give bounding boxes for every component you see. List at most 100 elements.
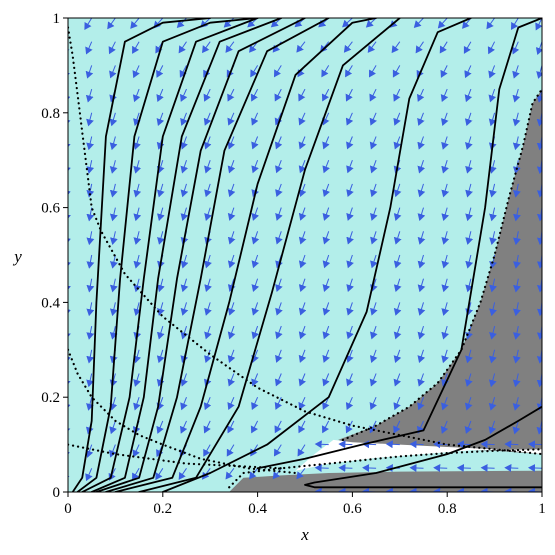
field-arrow: [204, 278, 212, 293]
field-arrow: [504, 440, 519, 449]
field-arrow: [133, 278, 142, 293]
field-arrow: [342, 18, 353, 28]
field-arrow: [256, 491, 258, 492]
x-tick-label: 0.4: [248, 501, 267, 517]
field-arrow: [109, 183, 118, 198]
field-arrow: [180, 254, 189, 269]
field-arrow: [512, 136, 521, 151]
field-arrow: [204, 207, 212, 221]
field-arrow: [297, 444, 306, 457]
field-arrow: [338, 463, 353, 472]
field-arrow: [86, 325, 95, 340]
field-arrow: [322, 302, 331, 316]
field-arrow: [298, 254, 307, 269]
field-arrow: [227, 325, 236, 340]
field-arrow: [393, 278, 402, 293]
field-arrow: [107, 18, 116, 30]
field-arrow: [393, 231, 402, 245]
field-arrow: [512, 420, 521, 435]
field-arrow: [227, 349, 236, 363]
y-tick-label: 0.4: [41, 295, 60, 311]
field-arrow: [203, 112, 212, 126]
y-tick-label: 1: [53, 11, 61, 27]
field-arrow: [156, 325, 165, 340]
field-arrow: [464, 420, 473, 434]
field-arrow: [133, 160, 142, 174]
field-arrow: [298, 207, 307, 221]
field-arrow: [489, 231, 497, 245]
field-arrow: [68, 468, 70, 482]
field-arrow: [512, 112, 521, 127]
field-arrow: [251, 112, 259, 126]
x-axis-ticks: 0 0.2 0.4 0.6 0.8 1: [64, 492, 546, 517]
field-arrow: [346, 302, 354, 316]
field-arrow: [108, 41, 116, 55]
field-arrow: [512, 183, 521, 198]
field-arrow: [393, 207, 402, 221]
field-arrow: [369, 349, 378, 363]
trajectory-0: [71, 18, 212, 492]
field-arrow: [180, 397, 188, 411]
field-arrow: [322, 136, 330, 150]
field-arrow: [84, 18, 93, 30]
trajectory-3: [90, 18, 283, 492]
field-arrow: [462, 18, 472, 29]
field-arrow: [367, 41, 377, 53]
field-arrow: [133, 231, 142, 245]
field-arrow: [322, 183, 331, 198]
field-arrow: [178, 41, 187, 54]
field-arrow: [180, 183, 189, 198]
field-arrow: [250, 420, 259, 434]
field-arrow: [321, 420, 330, 434]
field-arrow: [274, 136, 283, 150]
field-arrow: [393, 88, 401, 102]
field-arrow: [109, 444, 117, 458]
field-arrow: [86, 373, 95, 388]
field-arrow: [465, 136, 473, 150]
field-arrow: [251, 254, 260, 269]
trajectory-curves: [68, 18, 542, 492]
field-arrow: [369, 373, 378, 387]
field-arrow: [346, 325, 354, 340]
field-arrow: [456, 463, 471, 472]
field-arrow: [273, 65, 282, 78]
field-arrow: [209, 491, 211, 492]
field-arrow: [298, 325, 307, 340]
field-arrow: [304, 491, 305, 492]
field-arrow: [275, 160, 283, 174]
field-arrow: [440, 420, 449, 434]
field-arrow: [109, 207, 118, 222]
field-arrow: [203, 420, 211, 434]
field-arrow: [535, 18, 542, 31]
field-arrow: [370, 325, 378, 340]
field-arrow: [109, 160, 118, 174]
field-arrow: [180, 160, 189, 174]
field-arrow: [133, 136, 141, 150]
field-arrow: [157, 278, 165, 293]
field-arrow: [251, 160, 259, 174]
field-arrow: [393, 349, 402, 364]
field-arrow: [409, 463, 424, 472]
field-arrow: [322, 231, 331, 245]
field-arrow: [251, 396, 259, 411]
field-arrow: [132, 444, 140, 458]
field-arrow: [227, 207, 236, 221]
field-arrow: [85, 468, 93, 482]
field-arrow: [391, 41, 401, 54]
field-arrow: [179, 420, 188, 434]
field-arrow: [275, 302, 283, 316]
field-arrow: [251, 136, 259, 150]
field-arrow: [109, 231, 118, 245]
field-arrow: [156, 65, 164, 78]
field-arrow: [441, 397, 449, 411]
y-axis-title: y: [12, 247, 22, 266]
field-arrow: [343, 41, 353, 53]
field-arrow: [369, 88, 377, 102]
field-arrow: [204, 160, 212, 174]
field-arrow: [417, 207, 426, 221]
field-arrow: [322, 160, 330, 174]
field-arrow: [370, 231, 378, 245]
field-arrow: [465, 278, 474, 293]
field-arrow: [322, 325, 331, 340]
field-arrow: [528, 463, 542, 472]
